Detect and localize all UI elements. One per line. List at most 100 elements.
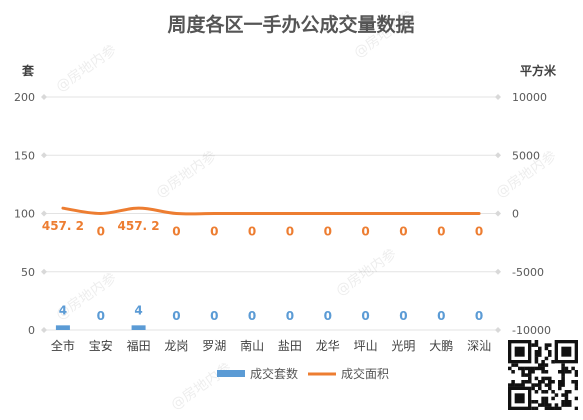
x-tick-label: 南山 [240,338,264,353]
y-right-tick-label: 5000 [512,149,540,162]
qr-module [541,376,545,381]
x-tick-label: 大鹏 [429,339,453,353]
qr-module [574,370,578,374]
qr-module [534,366,539,371]
qr-module [524,366,529,371]
qr-module [538,380,542,384]
bar-label: 0 [210,309,218,323]
watermark-text: @房地内参 [168,359,235,413]
qr-module [511,383,515,387]
line-series [61,206,481,216]
qr-module [574,396,578,401]
qr-module [521,383,525,387]
qr-module [561,400,565,404]
qr-module [551,390,555,394]
qr-module [538,350,542,354]
qr-module [534,343,539,347]
line-label: 457. 2 [118,219,160,233]
bar-label: 0 [286,309,294,323]
qr-module [564,393,569,397]
y-right-tick-label: -5000 [512,266,544,279]
qr-module [534,360,539,364]
line-label: 0 [172,225,180,239]
qr-module [528,373,532,377]
bar-label: 0 [361,309,369,323]
qr-module [528,380,532,384]
qr-module [534,340,539,344]
qr-module [521,380,525,384]
qr-module [564,400,569,404]
x-tick-label: 宝安 [89,338,113,353]
line-label: 0 [437,225,445,239]
qr-module [541,396,545,401]
qr-module [531,343,535,347]
qr-module [544,376,549,381]
qr-module [544,390,549,394]
qr-module [541,366,545,371]
qr-module [548,353,552,357]
qr-module [574,386,578,391]
y-right-tick-labels: -10000 -5000 0 5000 10000 [512,91,551,337]
qr-module [561,380,565,384]
qr-module [534,350,539,354]
qr-module [554,406,559,410]
qr-module [544,343,549,347]
qr-module [528,376,532,381]
qr-module [558,386,562,391]
bar-label: 0 [437,309,445,323]
qr-module [541,363,545,367]
qr-module [548,343,552,347]
qr-module [564,390,569,394]
qr-module [538,386,542,391]
qr-module [508,366,512,371]
bar-label: 4 [134,303,142,317]
line-data-labels: 457. 2 0 457. 2 0 0 0 0 0 0 0 0 0 [42,219,483,238]
qr-module [551,360,555,364]
qr-module [541,370,545,374]
y-left-tick-label: 0 [28,324,35,337]
qr-module [524,380,529,384]
qr-module [558,383,562,387]
bar-全市 [55,325,70,330]
qr-module [534,383,539,387]
qr-module [558,380,562,384]
qr-module [548,380,552,384]
qr-module [568,403,572,407]
qr-module [538,353,542,357]
x-tick-label: 光明 [391,339,415,353]
qr-module [538,346,542,351]
y-right-tick-label: -10000 [512,324,551,337]
grid-marker-left [41,94,47,100]
qr-module [561,370,565,374]
qr-module [551,396,555,401]
qr-module [534,406,539,410]
x-tick-label: 全市 [51,338,75,353]
qr-module [544,406,549,410]
qr-module [521,366,525,371]
qr-module [521,373,525,377]
qr-module [561,383,565,387]
qr-finder-core [514,346,525,357]
line-label: 457. 2 [42,219,84,233]
qr-module [528,370,532,374]
legend-label-line: 成交面积 [341,366,389,381]
x-tick-label: 罗湖 [202,338,226,353]
qr-module [574,383,578,387]
legend: 成交套数 成交面积 [217,366,389,381]
bar-label: 0 [399,309,407,323]
qr-module [554,403,559,407]
qr-module [518,383,522,387]
grid-marker-right [495,94,501,100]
qr-module [548,406,552,410]
qr-module [548,376,552,381]
qr-module [548,383,552,387]
qr-module [551,406,555,410]
qr-module [561,373,565,377]
qr-module [528,366,532,371]
qr-module [538,366,542,371]
x-tick-label: 福田 [127,338,151,353]
line-label: 0 [286,225,294,239]
qr-module [564,403,569,407]
qr-module [541,360,545,364]
bar-label: 0 [475,309,483,323]
